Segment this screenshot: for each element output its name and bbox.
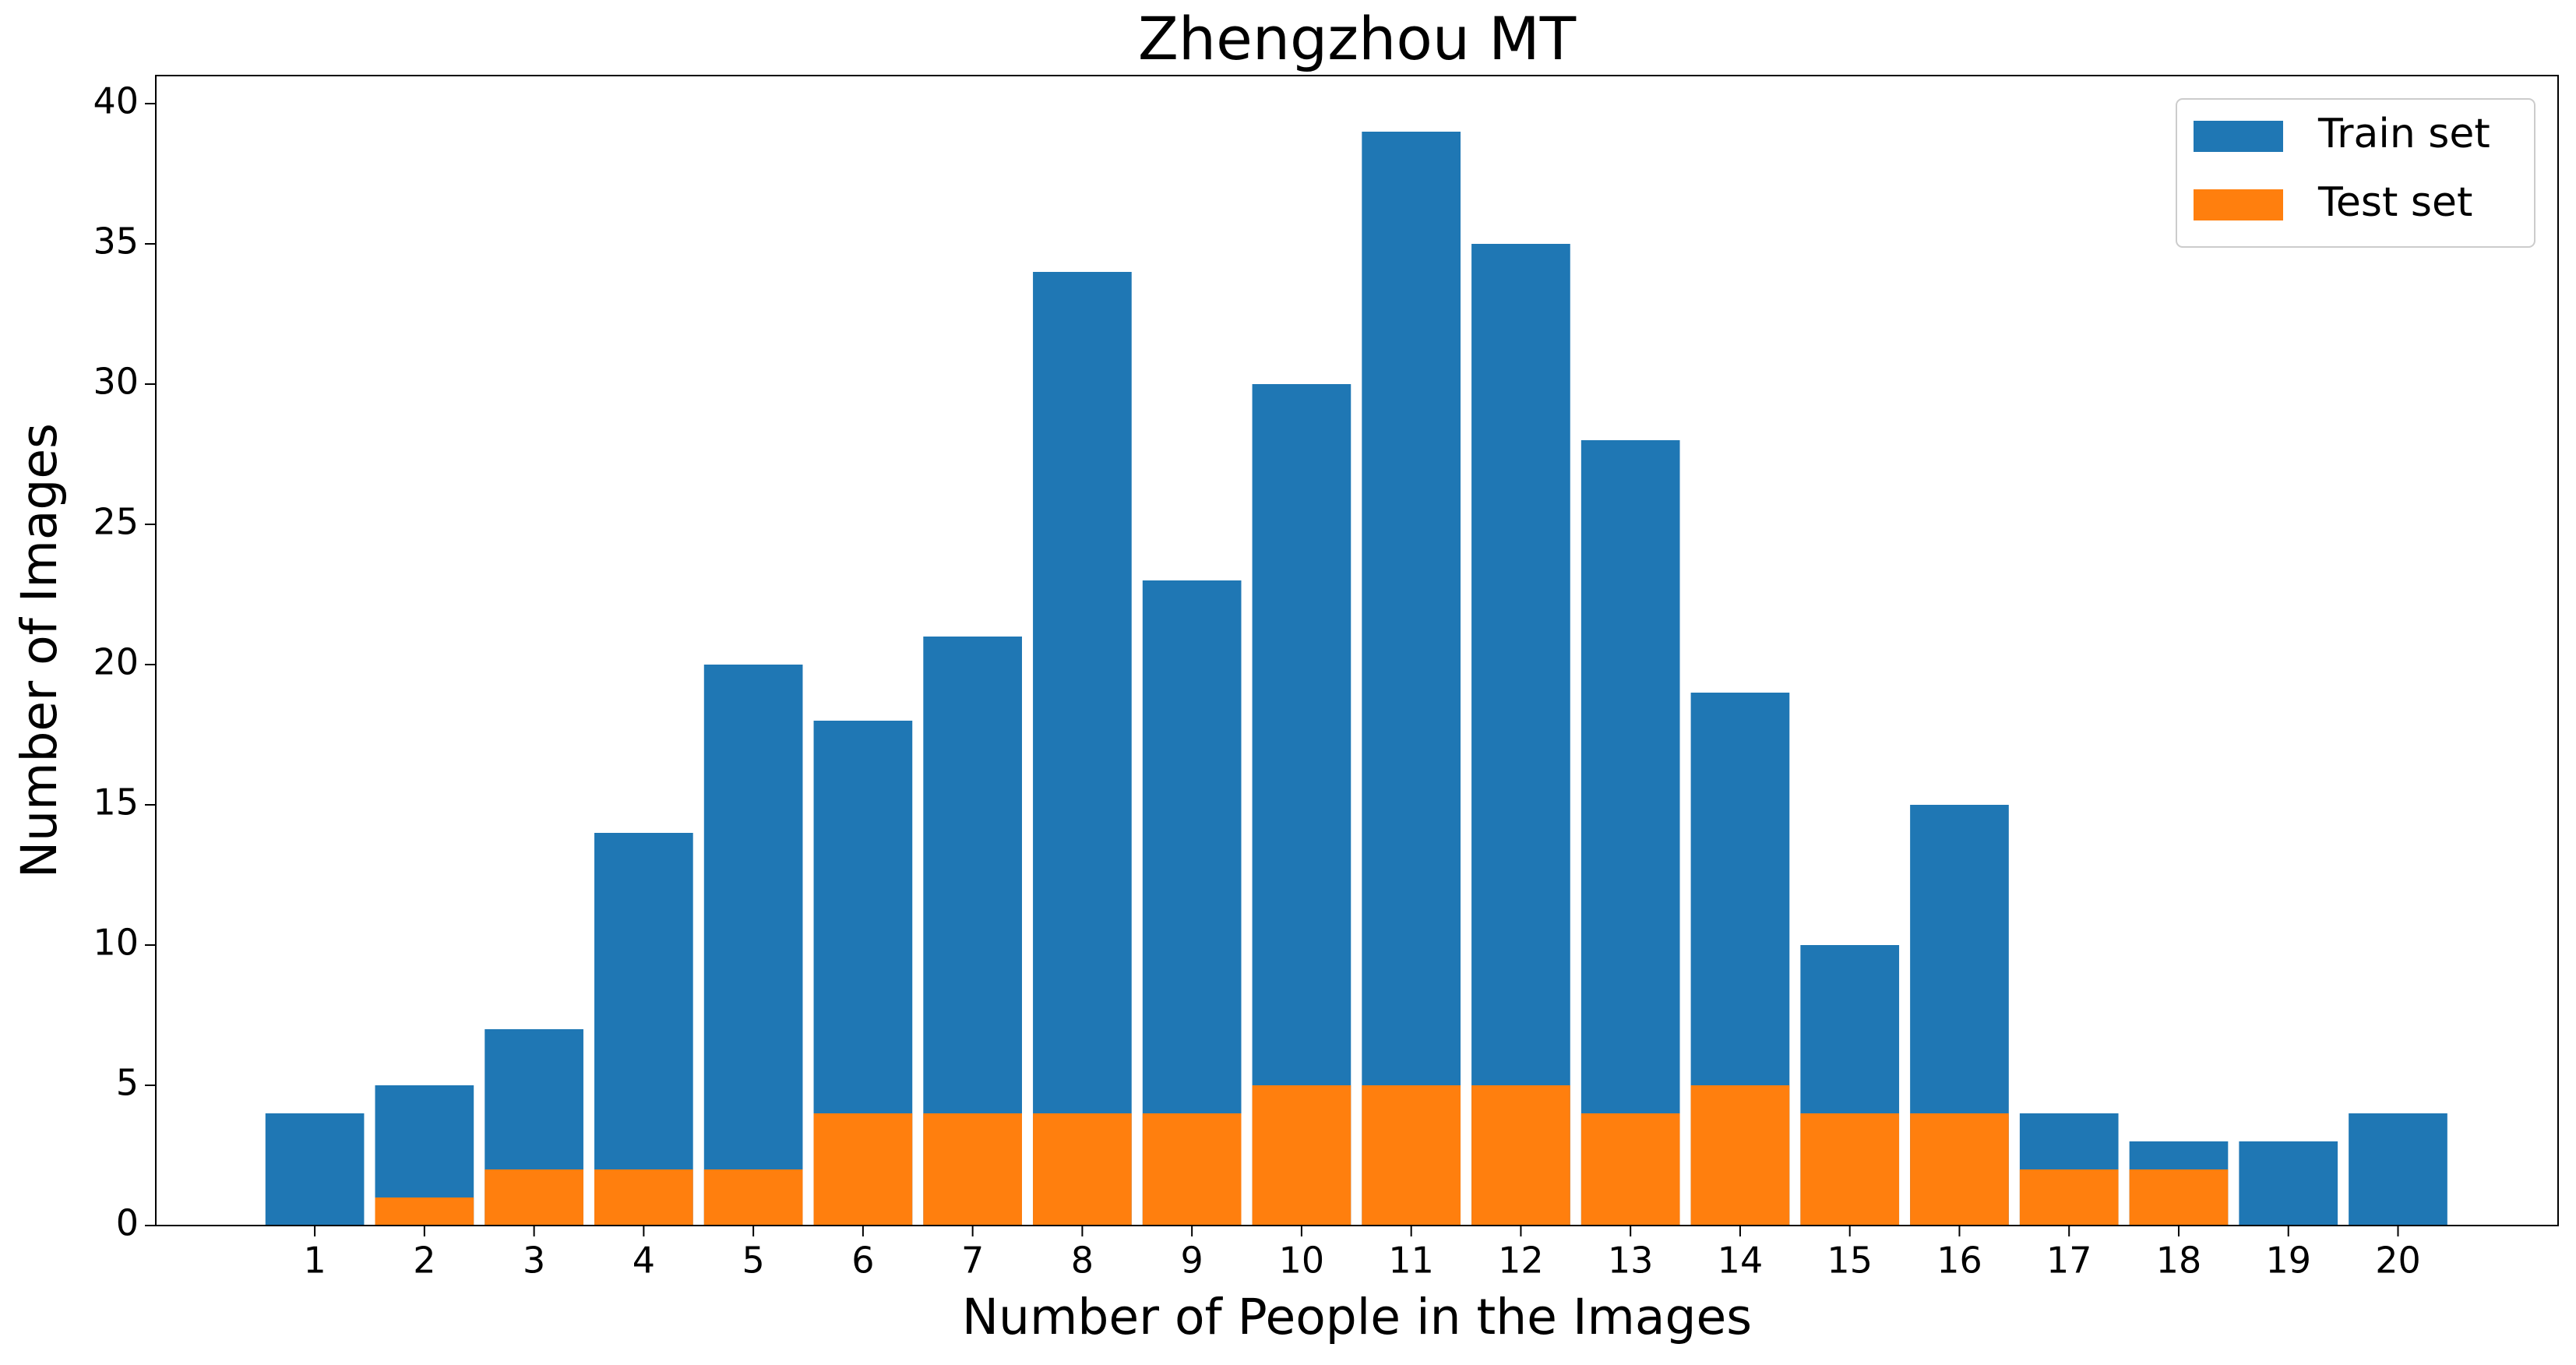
x-tick-label: 11 (1388, 1240, 1434, 1282)
x-tick-label: 6 (851, 1240, 874, 1282)
x-tick-label: 20 (2375, 1240, 2421, 1282)
y-tick-label: 35 (93, 220, 139, 263)
x-tick-label: 8 (1071, 1240, 1094, 1282)
x-tick-label: 17 (2046, 1240, 2092, 1282)
bar (813, 1113, 913, 1226)
x-tick-label: 14 (1718, 1240, 1764, 1282)
bar (1142, 1113, 1242, 1226)
legend-label: Train set (2317, 111, 2490, 157)
bar (1471, 244, 1570, 1226)
x-tick-label: 10 (1279, 1240, 1325, 1282)
legend-swatch (2194, 121, 2283, 152)
bar (1580, 440, 1680, 1226)
y-tick-label: 40 (93, 80, 139, 122)
bar (1362, 1085, 1461, 1226)
bar (594, 1169, 693, 1226)
x-tick-label: 13 (1608, 1240, 1654, 1282)
bar (2349, 1113, 2447, 1226)
bar (703, 1169, 803, 1226)
bar (1033, 272, 1132, 1226)
x-tick-label: 2 (413, 1240, 435, 1282)
bar (703, 665, 803, 1226)
bar (485, 1169, 583, 1226)
plot-frame (155, 75, 2559, 1226)
y-tick-label: 25 (93, 501, 139, 543)
x-tick-label: 3 (523, 1240, 545, 1282)
y-axis-label: Number of Images (11, 423, 68, 878)
legend-label: Test set (2317, 179, 2472, 226)
x-tick-label: 5 (742, 1240, 764, 1282)
bar (923, 1113, 1022, 1226)
y-tick-label: 10 (93, 922, 139, 964)
y-tick-label: 15 (93, 781, 139, 824)
bar (594, 833, 693, 1226)
bar (1471, 1085, 1570, 1226)
x-tick-label: 19 (2265, 1240, 2311, 1282)
y-tick-label: 0 (116, 1202, 139, 1244)
bar (2019, 1169, 2119, 1226)
x-tick-label: 4 (633, 1240, 655, 1282)
bar (2129, 1169, 2229, 1226)
bar (1910, 1113, 2009, 1226)
x-tick-label: 7 (961, 1240, 984, 1282)
bar (1252, 1085, 1351, 1226)
bar (1800, 1113, 1900, 1226)
bar (375, 1197, 474, 1226)
x-tick-label: 18 (2156, 1240, 2202, 1282)
x-tick-label: 16 (1936, 1240, 1982, 1282)
y-tick-label: 20 (93, 641, 139, 683)
bar (1690, 1085, 1790, 1226)
bar (1580, 1113, 1680, 1226)
x-tick-label: 15 (1827, 1240, 1873, 1282)
y-tick-label: 5 (116, 1062, 139, 1104)
bar (1033, 1113, 1132, 1226)
x-tick-label: 12 (1498, 1240, 1544, 1282)
chart-title: Zhengzhou MT (1138, 4, 1577, 73)
bar (2239, 1141, 2338, 1226)
x-tick-label: 9 (1181, 1240, 1203, 1282)
y-tick-label: 30 (93, 361, 139, 403)
bar (265, 1113, 365, 1226)
legend-swatch (2194, 189, 2283, 220)
x-tick-label: 1 (303, 1240, 326, 1282)
x-axis-label: Number of People in the Images (962, 1289, 1752, 1346)
bar (1362, 132, 1461, 1226)
